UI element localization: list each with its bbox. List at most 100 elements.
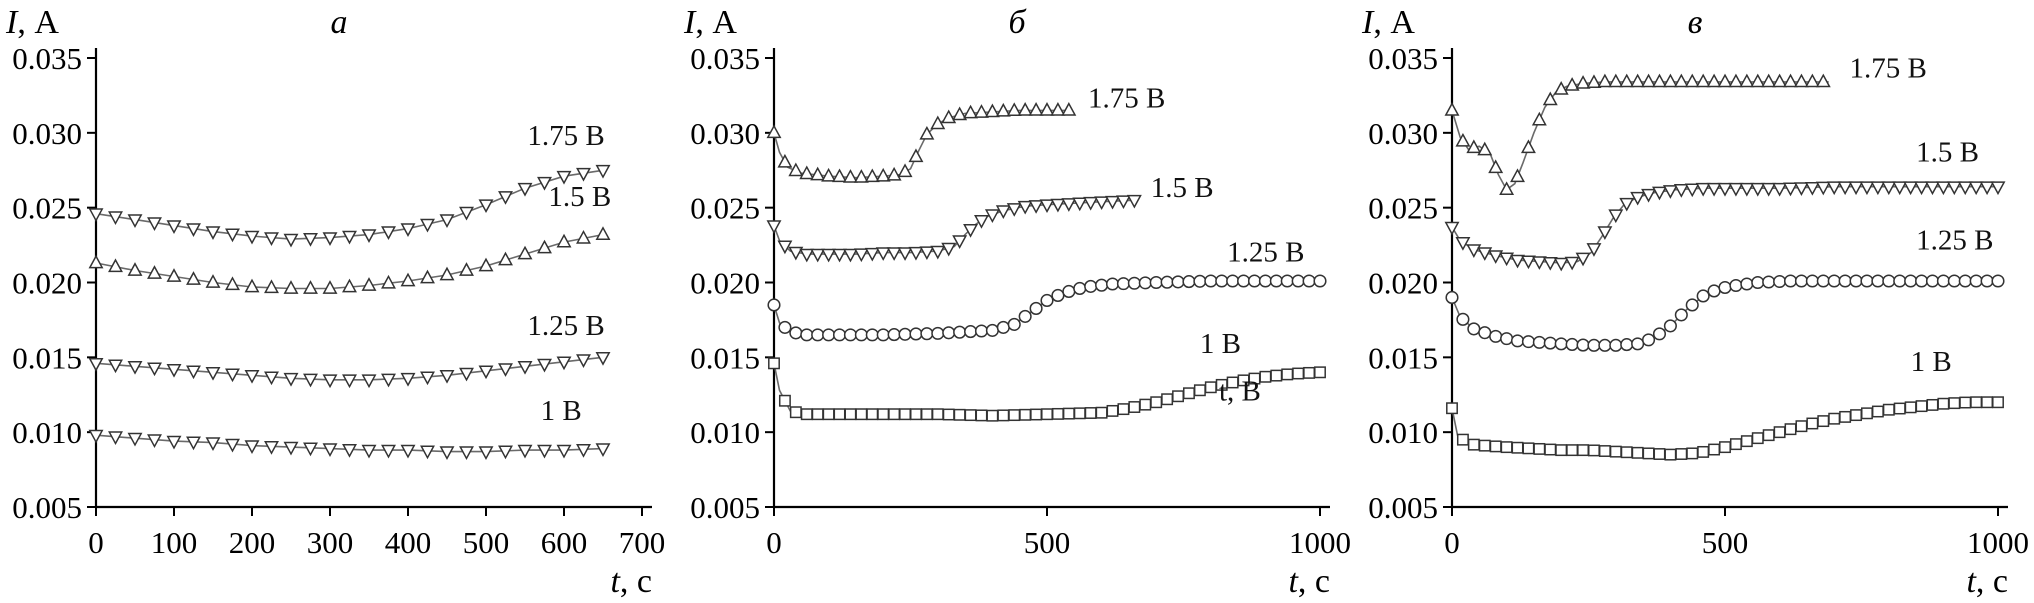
triangle-down-marker — [205, 226, 221, 240]
series-label: 1.5 В — [1151, 172, 1214, 204]
square-marker — [778, 394, 791, 407]
triangle-up-marker — [766, 124, 782, 139]
triangle-up-marker — [984, 103, 1000, 118]
square-marker — [1489, 440, 1502, 453]
x-tick-label: 1000 — [1967, 525, 2029, 560]
triangle-up-marker — [1510, 168, 1525, 183]
circle-marker — [1773, 274, 1787, 289]
circle-marker — [1565, 337, 1579, 352]
circle-marker — [1838, 274, 1852, 288]
triangle-up-marker — [941, 109, 957, 124]
triangle-down-marker — [1028, 200, 1044, 214]
triangle-up-marker — [930, 115, 946, 130]
square-marker — [1446, 402, 1458, 415]
triangle-down-marker — [821, 248, 837, 263]
square-marker — [1303, 366, 1316, 379]
triangle-down-marker — [1083, 196, 1099, 211]
triangle-down-marker — [576, 167, 591, 182]
triangle-up-marker — [821, 167, 837, 182]
triangle-down-marker — [908, 246, 924, 261]
square-marker — [1019, 408, 1032, 421]
circle-marker — [1740, 277, 1754, 291]
triangle-down-marker — [303, 442, 318, 457]
square-marker — [1281, 368, 1294, 381]
square-marker — [1172, 390, 1184, 403]
triangle-up-marker — [1761, 73, 1777, 88]
triangle-down-marker — [127, 432, 143, 447]
square-marker — [800, 408, 813, 421]
triangle-down-marker — [459, 446, 474, 460]
triangle-down-marker — [1510, 254, 1525, 269]
circle-marker — [887, 328, 901, 342]
triangle-up-marker — [1641, 73, 1657, 88]
triangle-down-marker — [498, 363, 513, 377]
triangle-down-marker — [1094, 196, 1110, 211]
square-marker — [1577, 444, 1589, 457]
triangle-down-marker — [1793, 182, 1809, 196]
triangle-down-marker — [788, 246, 804, 261]
square-marker — [1740, 435, 1753, 448]
triangle-down-marker — [1859, 181, 1875, 196]
chart-panel-b: 0.005 0.010 0.015 0.020 0.025 0.030 0.035 0 500 1… — [678, 0, 1356, 603]
triangle-down-marker — [498, 445, 513, 460]
triangle-down-marker — [1881, 181, 1897, 196]
circle-marker — [1794, 274, 1808, 288]
square-marker — [1566, 444, 1579, 457]
triangle-down-marker — [974, 215, 989, 229]
circle-marker — [822, 328, 836, 342]
triangle-down-marker — [1903, 181, 1919, 196]
circle-marker — [1805, 274, 1819, 288]
panel-title-a: а — [330, 4, 348, 41]
triangle-down-marker — [244, 440, 260, 455]
triangle-up-marker — [1717, 73, 1733, 88]
triangle-down-marker — [556, 170, 572, 185]
triangle-down-marker — [400, 223, 416, 237]
triangle-down-marker — [361, 444, 377, 459]
triangle-down-marker — [963, 224, 979, 238]
triangle-down-marker — [88, 357, 104, 372]
triangle-down-marker — [1466, 244, 1482, 258]
circle-marker — [1007, 317, 1021, 331]
x-axis-symbol: t — [1288, 563, 1298, 600]
square-marker — [1161, 393, 1174, 406]
triangle-down-marker — [1815, 181, 1831, 196]
x-axis-unit: , с — [1297, 563, 1330, 600]
triangle-up-marker — [108, 258, 123, 273]
triangle-down-marker — [1597, 226, 1613, 240]
triangle-up-marker — [244, 278, 260, 293]
triangle-up-marker — [303, 280, 318, 294]
circle-marker — [1237, 274, 1251, 288]
triangle-up-marker — [1488, 159, 1504, 174]
triangle-down-marker — [556, 444, 572, 459]
triangle-up-marker — [1575, 75, 1591, 89]
series-line — [773, 280, 1320, 336]
square-marker — [1292, 367, 1305, 380]
triangle-down-marker — [420, 218, 435, 233]
square-marker — [1861, 407, 1873, 420]
triangle-down-marker — [127, 360, 143, 375]
triangle-up-marker — [595, 226, 611, 240]
triangle-up-marker — [225, 276, 240, 291]
annotation-label: t, В — [1219, 376, 1261, 408]
triangle-down-marker — [1455, 237, 1471, 251]
triangle-down-marker — [595, 351, 611, 366]
circle-marker — [1532, 335, 1546, 349]
square-marker — [1664, 448, 1677, 461]
circle-marker — [1105, 277, 1120, 291]
circle-marker — [1783, 274, 1798, 288]
circle-marker — [1958, 274, 1972, 288]
triangle-up-marker — [127, 262, 143, 276]
series-label: 1 В — [1911, 346, 1952, 378]
triangle-down-marker — [186, 223, 201, 237]
circle-marker — [1827, 274, 1841, 288]
square-marker — [1183, 387, 1195, 400]
square-marker — [1937, 397, 1950, 410]
circle-marker — [1456, 312, 1470, 326]
triangle-down-marker — [439, 369, 455, 384]
triangle-up-marker — [498, 251, 513, 266]
triangle-down-marker — [1662, 185, 1678, 199]
circle-marker — [1936, 274, 1950, 288]
circle-marker — [996, 320, 1010, 334]
y-tick-label: 0.035 — [12, 41, 82, 76]
y-tick-label: 0.005 — [690, 490, 760, 525]
